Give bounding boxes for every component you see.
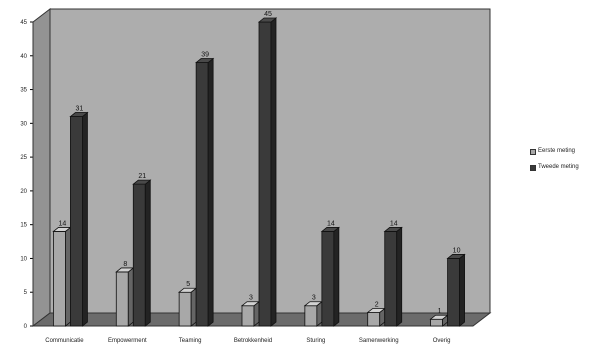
bar-side	[270, 17, 277, 327]
bar-top	[69, 112, 89, 117]
y-tick-label: 0	[24, 324, 28, 330]
side-wall	[32, 7, 51, 328]
bar-top	[383, 227, 403, 232]
bar-data-label: 3	[312, 295, 316, 302]
x-category-label: Sturing	[306, 338, 325, 344]
bar-data-label: 14	[59, 220, 67, 227]
bar-data-label: 14	[327, 220, 335, 227]
bar-top	[257, 17, 278, 23]
x-category-label: Communicatie	[45, 338, 84, 344]
x-category-label: Samenwerking	[359, 338, 399, 344]
y-tick-label: 30	[20, 121, 27, 127]
bar-front	[241, 305, 255, 327]
bar-data-label: 10	[453, 247, 461, 254]
bar-data-label: 14	[390, 220, 398, 227]
bar-top	[132, 179, 152, 185]
bar-front	[178, 291, 192, 327]
bar-top	[195, 58, 215, 63]
bar-front	[447, 258, 460, 327]
bar-data-label: 2	[375, 301, 379, 308]
bar-data-label: 39	[201, 52, 209, 59]
bar-front	[430, 318, 443, 327]
bar-data-label: 8	[123, 261, 127, 268]
bar-side	[459, 253, 465, 327]
bar-data-label: 45	[264, 11, 272, 18]
bar-front	[367, 312, 381, 327]
bar-side	[144, 179, 151, 327]
bar-data-label: 1	[438, 308, 442, 315]
legend: Eerste meting Tweede meting	[530, 147, 592, 179]
bar-data-label: 21	[138, 173, 146, 180]
bar-side	[207, 57, 214, 327]
bar-front	[258, 21, 272, 327]
bar-data-label: 31	[76, 106, 84, 113]
y-tick-label: 15	[20, 223, 27, 229]
bar-front	[132, 183, 146, 327]
bar-side	[396, 226, 403, 327]
legend-item-series-1: Eerste meting	[530, 147, 592, 155]
bar-data-label: 3	[249, 295, 253, 302]
x-category-label: Teaming	[179, 338, 202, 344]
x-category-label: Betrokkenheid	[234, 338, 272, 344]
bar-front	[70, 116, 83, 327]
bar-front	[53, 231, 66, 327]
y-tick-label: 5	[24, 290, 28, 296]
bar-side	[82, 111, 88, 327]
legend-swatch-series-2	[530, 165, 536, 171]
bar-front	[115, 271, 129, 327]
chart-labels: 1431Communicatie821Empowerment539Teaming…	[45, 11, 460, 344]
y-tick-label: 20	[20, 189, 27, 195]
bar-front	[321, 231, 335, 327]
legend-label-series-1: Eerste meting	[538, 148, 576, 154]
chart-bars	[52, 17, 466, 327]
bar-top	[320, 227, 340, 232]
y-tick-label: 40	[20, 54, 27, 60]
y-tick-label: 25	[20, 155, 27, 161]
bar-front	[384, 231, 398, 327]
bar-side	[190, 287, 197, 327]
bar-data-label: 5	[186, 281, 190, 288]
y-tick-label: 10	[20, 256, 27, 262]
x-category-label: Empowerment	[108, 338, 147, 344]
legend-swatch-series-1	[530, 149, 536, 155]
bar-front	[304, 305, 318, 327]
y-tick-label: 35	[20, 88, 27, 94]
bar-top	[446, 254, 466, 259]
bar-front	[195, 62, 209, 327]
bar-side	[65, 226, 71, 327]
y-tick-label: 45	[20, 20, 27, 26]
x-category-label: Overig	[433, 338, 451, 344]
bar-side	[333, 226, 340, 327]
legend-label-series-2: Tweede meting	[538, 164, 579, 170]
bar-side	[127, 267, 134, 327]
legend-item-series-2: Tweede meting	[530, 163, 592, 171]
